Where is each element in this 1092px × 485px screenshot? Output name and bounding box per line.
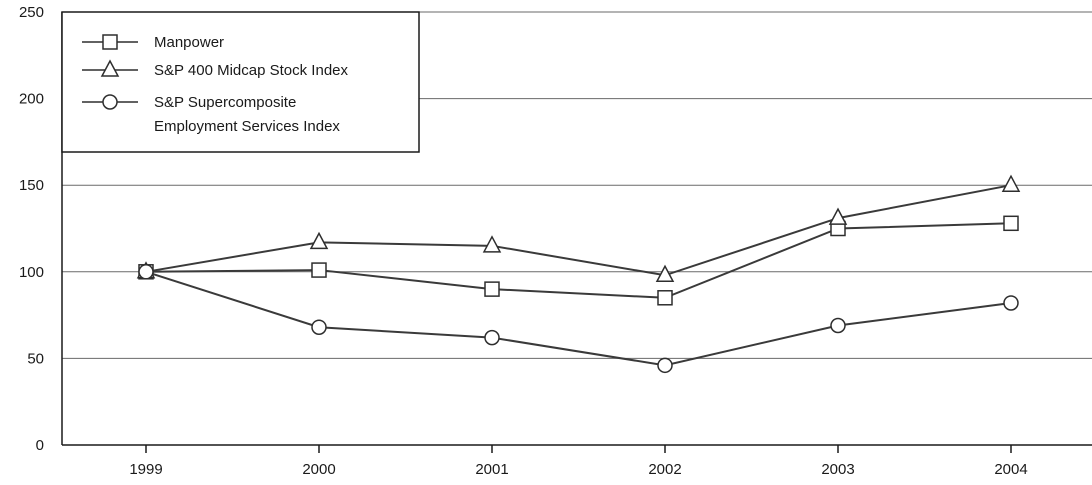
series-line-square bbox=[145, 222, 1012, 299]
data-point-circle bbox=[830, 317, 846, 334]
x-tick-label: 1999 bbox=[129, 461, 162, 478]
data-point-triangle bbox=[828, 207, 848, 225]
y-tick-label: 0 bbox=[36, 437, 44, 454]
legend: Manpower S&P 400 Midcap Stock Index S&P Su… bbox=[61, 11, 420, 153]
series-triangle bbox=[136, 174, 1021, 283]
legend-marker-square bbox=[102, 34, 118, 50]
data-point-triangle bbox=[482, 235, 502, 253]
data-point-circle bbox=[138, 264, 154, 280]
data-point-circle bbox=[1003, 295, 1019, 311]
legend-box bbox=[61, 11, 420, 153]
legend-marker-triangle bbox=[100, 59, 120, 77]
data-point-circle bbox=[657, 357, 673, 374]
y-tick-label: 250 bbox=[19, 4, 44, 21]
data-point-triangle bbox=[655, 264, 675, 283]
y-tick-label: 50 bbox=[27, 350, 44, 367]
data-point-circle bbox=[484, 329, 500, 346]
series-line-triangle bbox=[145, 184, 1012, 277]
x-tick-label: 2000 bbox=[302, 461, 335, 478]
x-tick-label: 2001 bbox=[475, 461, 508, 478]
y-tick-label: 200 bbox=[19, 91, 44, 108]
data-point-square bbox=[1003, 215, 1019, 232]
data-point-triangle bbox=[309, 231, 329, 250]
legend-item: S&P 400 Midcap Stock Index bbox=[82, 59, 349, 79]
series-circle bbox=[138, 264, 1019, 374]
legend-label: S&P Supercomposite bbox=[154, 94, 296, 111]
data-point-square bbox=[657, 290, 673, 306]
data-point-square bbox=[484, 281, 500, 297]
legend-label: Employment Services Index bbox=[154, 118, 340, 135]
data-point-square bbox=[311, 262, 327, 278]
legend-label: S&P 400 Midcap Stock Index bbox=[154, 62, 349, 79]
legend-marker-circle bbox=[102, 94, 118, 110]
y-tick-label: 100 bbox=[19, 264, 44, 281]
x-tick-label: 2002 bbox=[648, 461, 681, 478]
y-tick-label: 150 bbox=[19, 177, 44, 194]
series bbox=[136, 174, 1021, 374]
data-point-circle bbox=[311, 319, 327, 335]
x-tick-label: 2004 bbox=[994, 461, 1027, 478]
legend-item: S&P Supercomposite Employment Services In… bbox=[82, 94, 340, 135]
x-tick-label: 2003 bbox=[821, 461, 854, 478]
legend-item: Manpower bbox=[82, 34, 224, 51]
series-line-circle bbox=[145, 270, 1012, 367]
data-point-triangle bbox=[1001, 174, 1021, 192]
legend-label: Manpower bbox=[154, 34, 224, 51]
